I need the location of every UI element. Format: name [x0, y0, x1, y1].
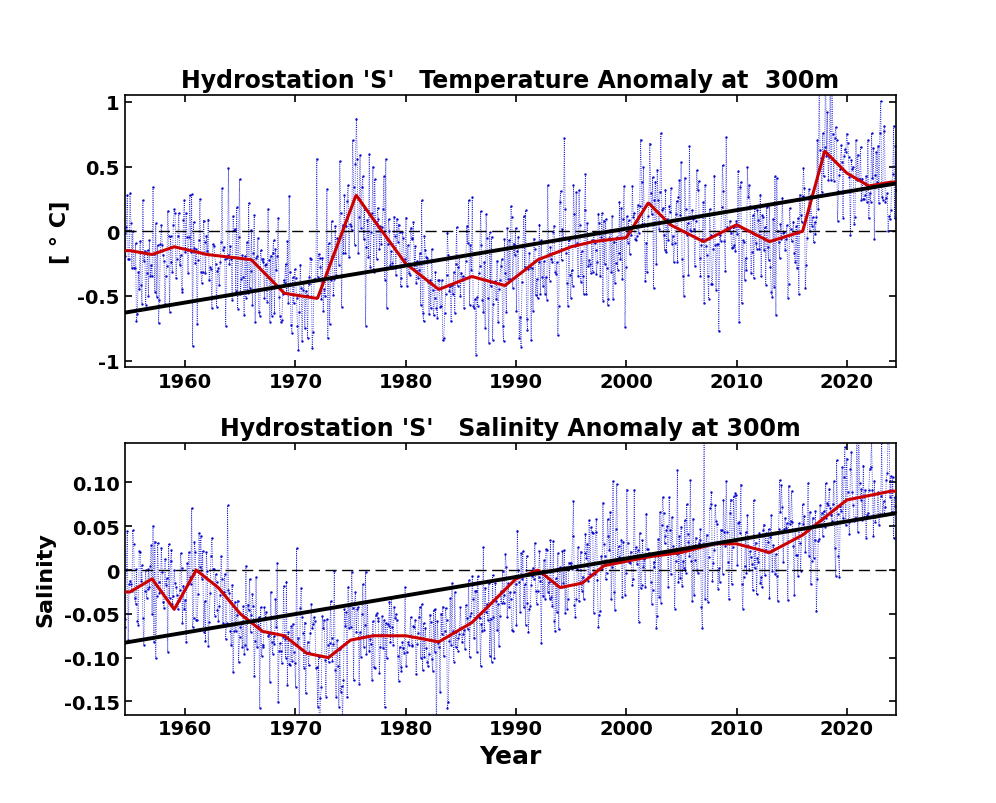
Y-axis label: [ ° C]: [ ° C] [49, 200, 69, 263]
Title: Hydrostation 'S'   Salinity Anomaly at 300m: Hydrostation 'S' Salinity Anomaly at 300… [220, 416, 801, 440]
Y-axis label: Salinity: Salinity [35, 532, 56, 626]
Title: Hydrostation 'S'   Temperature Anomaly at  300m: Hydrostation 'S' Temperature Anomaly at … [181, 69, 840, 93]
X-axis label: Year: Year [479, 744, 542, 768]
